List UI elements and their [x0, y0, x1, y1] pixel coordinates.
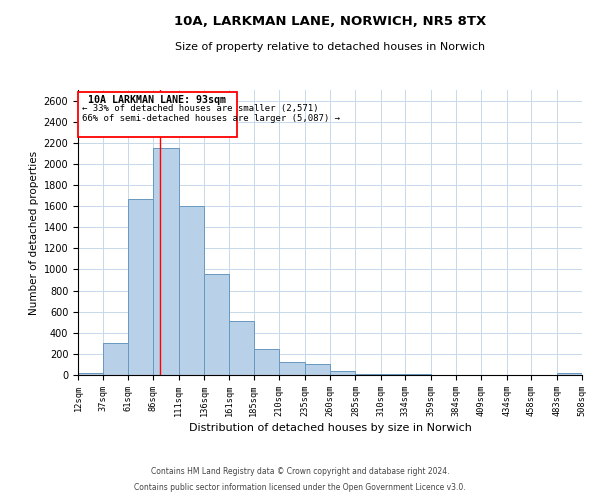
Y-axis label: Number of detached properties: Number of detached properties	[29, 150, 40, 314]
FancyBboxPatch shape	[78, 92, 236, 137]
Text: 66% of semi-detached houses are larger (5,087) →: 66% of semi-detached houses are larger (…	[82, 114, 340, 122]
Bar	[355, 374, 381, 375]
Bar	[153, 148, 179, 375]
Text: 10A, LARKMAN LANE, NORWICH, NR5 8TX: 10A, LARKMAN LANE, NORWICH, NR5 8TX	[174, 15, 486, 28]
Text: Size of property relative to detached houses in Norwich: Size of property relative to detached ho…	[175, 42, 485, 52]
Bar	[179, 206, 204, 375]
Bar	[204, 274, 229, 375]
Bar	[128, 198, 153, 375]
Bar	[254, 348, 279, 375]
Text: Contains HM Land Registry data © Crown copyright and database right 2024.: Contains HM Land Registry data © Crown c…	[151, 467, 449, 476]
Bar	[305, 364, 330, 375]
Bar	[78, 373, 103, 375]
Bar	[229, 321, 254, 375]
Bar	[557, 374, 582, 375]
X-axis label: Distribution of detached houses by size in Norwich: Distribution of detached houses by size …	[188, 423, 472, 433]
Text: Contains public sector information licensed under the Open Government Licence v3: Contains public sector information licen…	[134, 484, 466, 492]
Text: ← 33% of detached houses are smaller (2,571): ← 33% of detached houses are smaller (2,…	[82, 104, 319, 112]
Text: 10A LARKMAN LANE: 93sqm: 10A LARKMAN LANE: 93sqm	[88, 95, 226, 105]
Bar	[381, 374, 405, 375]
Bar	[330, 371, 355, 375]
Bar	[279, 362, 305, 375]
Bar	[405, 374, 431, 375]
Bar	[103, 344, 128, 375]
